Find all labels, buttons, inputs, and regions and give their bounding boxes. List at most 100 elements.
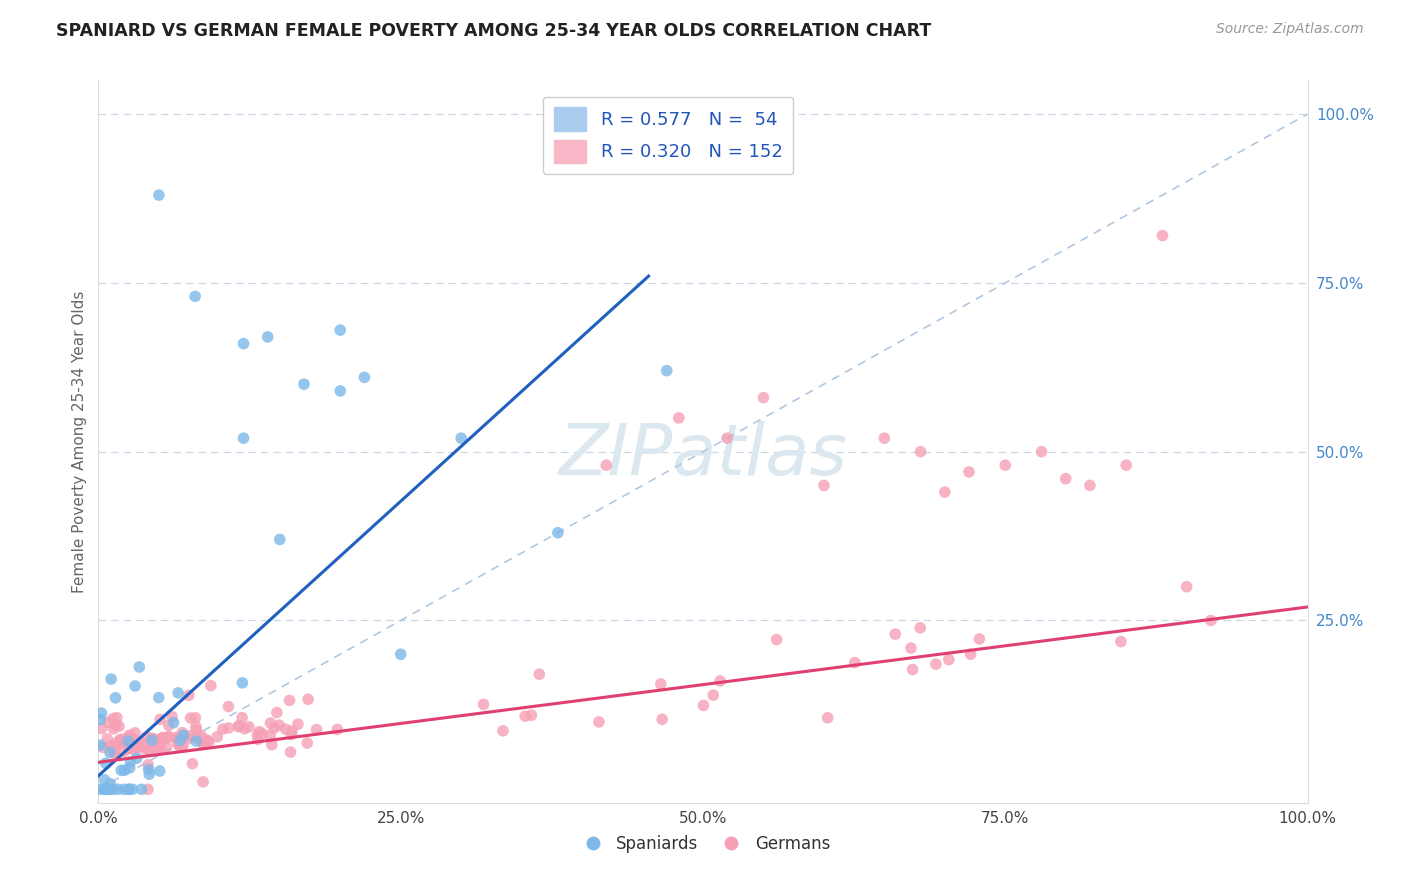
- Point: [124, 679, 146, 693]
- Point: [162, 715, 184, 730]
- Point: [115, 735, 138, 749]
- Point: [97, 782, 120, 797]
- Point: [125, 751, 148, 765]
- Point: [107, 782, 129, 797]
- Point: [122, 732, 145, 747]
- Point: [184, 711, 207, 725]
- Point: [752, 391, 775, 405]
- Point: [900, 641, 922, 656]
- Point: [692, 698, 714, 713]
- Text: Source: ZipAtlas.com: Source: ZipAtlas.com: [1216, 22, 1364, 37]
- Point: [94, 756, 117, 771]
- Point: [1109, 634, 1132, 648]
- Point: [149, 713, 172, 727]
- Point: [148, 188, 170, 202]
- Point: [246, 728, 269, 742]
- Point: [112, 782, 135, 797]
- Point: [103, 745, 125, 759]
- Point: [281, 724, 304, 739]
- Point: [105, 736, 128, 750]
- Point: [925, 657, 948, 672]
- Point: [112, 745, 135, 759]
- Point: [263, 721, 285, 735]
- Point: [200, 679, 222, 693]
- Point: [118, 782, 141, 797]
- Point: [249, 724, 271, 739]
- Point: [149, 739, 172, 754]
- Point: [93, 772, 115, 787]
- Point: [191, 775, 214, 789]
- Point: [97, 715, 120, 730]
- Point: [135, 743, 157, 757]
- Point: [228, 720, 250, 734]
- Point: [329, 384, 352, 398]
- Point: [184, 719, 207, 733]
- Point: [111, 732, 134, 747]
- Point: [94, 782, 117, 797]
- Point: [353, 370, 375, 384]
- Point: [844, 656, 866, 670]
- Point: [149, 731, 172, 746]
- Point: [702, 688, 724, 702]
- Point: [813, 478, 835, 492]
- Point: [173, 728, 195, 742]
- Point: [149, 764, 172, 778]
- Point: [266, 706, 288, 720]
- Point: [170, 739, 193, 754]
- Point: [98, 745, 121, 759]
- Point: [212, 722, 235, 736]
- Point: [124, 726, 146, 740]
- Point: [136, 757, 159, 772]
- Point: [228, 719, 250, 733]
- Point: [118, 761, 141, 775]
- Point: [101, 739, 124, 754]
- Point: [169, 733, 191, 747]
- Point: [177, 731, 200, 746]
- Point: [195, 734, 218, 748]
- Point: [389, 647, 412, 661]
- Point: [765, 632, 787, 647]
- Point: [218, 721, 240, 735]
- Point: [205, 730, 228, 744]
- Point: [934, 485, 956, 500]
- Point: [198, 735, 221, 749]
- Point: [152, 731, 174, 745]
- Point: [101, 782, 124, 797]
- Point: [165, 731, 187, 745]
- Point: [297, 736, 319, 750]
- Point: [231, 710, 253, 724]
- Point: [157, 730, 180, 744]
- Point: [105, 710, 128, 724]
- Point: [128, 660, 150, 674]
- Y-axis label: Female Poverty Among 25-34 Year Olds: Female Poverty Among 25-34 Year Olds: [72, 291, 87, 592]
- Point: [156, 740, 179, 755]
- Point: [177, 688, 200, 702]
- Point: [124, 743, 146, 757]
- Point: [1175, 580, 1198, 594]
- Point: [292, 377, 315, 392]
- Point: [233, 722, 256, 736]
- Point: [326, 723, 349, 737]
- Point: [148, 735, 170, 749]
- Point: [256, 330, 278, 344]
- Point: [167, 686, 190, 700]
- Point: [269, 718, 291, 732]
- Point: [136, 782, 159, 797]
- Point: [232, 431, 254, 445]
- Legend: Spaniards, Germans: Spaniards, Germans: [569, 828, 837, 860]
- Point: [709, 673, 731, 688]
- Point: [104, 718, 127, 732]
- Point: [274, 723, 297, 737]
- Point: [117, 734, 139, 748]
- Point: [108, 733, 131, 747]
- Point: [529, 667, 551, 681]
- Point: [90, 722, 112, 736]
- Point: [329, 323, 352, 337]
- Point: [169, 739, 191, 754]
- Point: [520, 708, 543, 723]
- Point: [121, 782, 143, 797]
- Point: [93, 782, 115, 797]
- Point: [104, 690, 127, 705]
- Point: [250, 727, 273, 741]
- Point: [1054, 472, 1077, 486]
